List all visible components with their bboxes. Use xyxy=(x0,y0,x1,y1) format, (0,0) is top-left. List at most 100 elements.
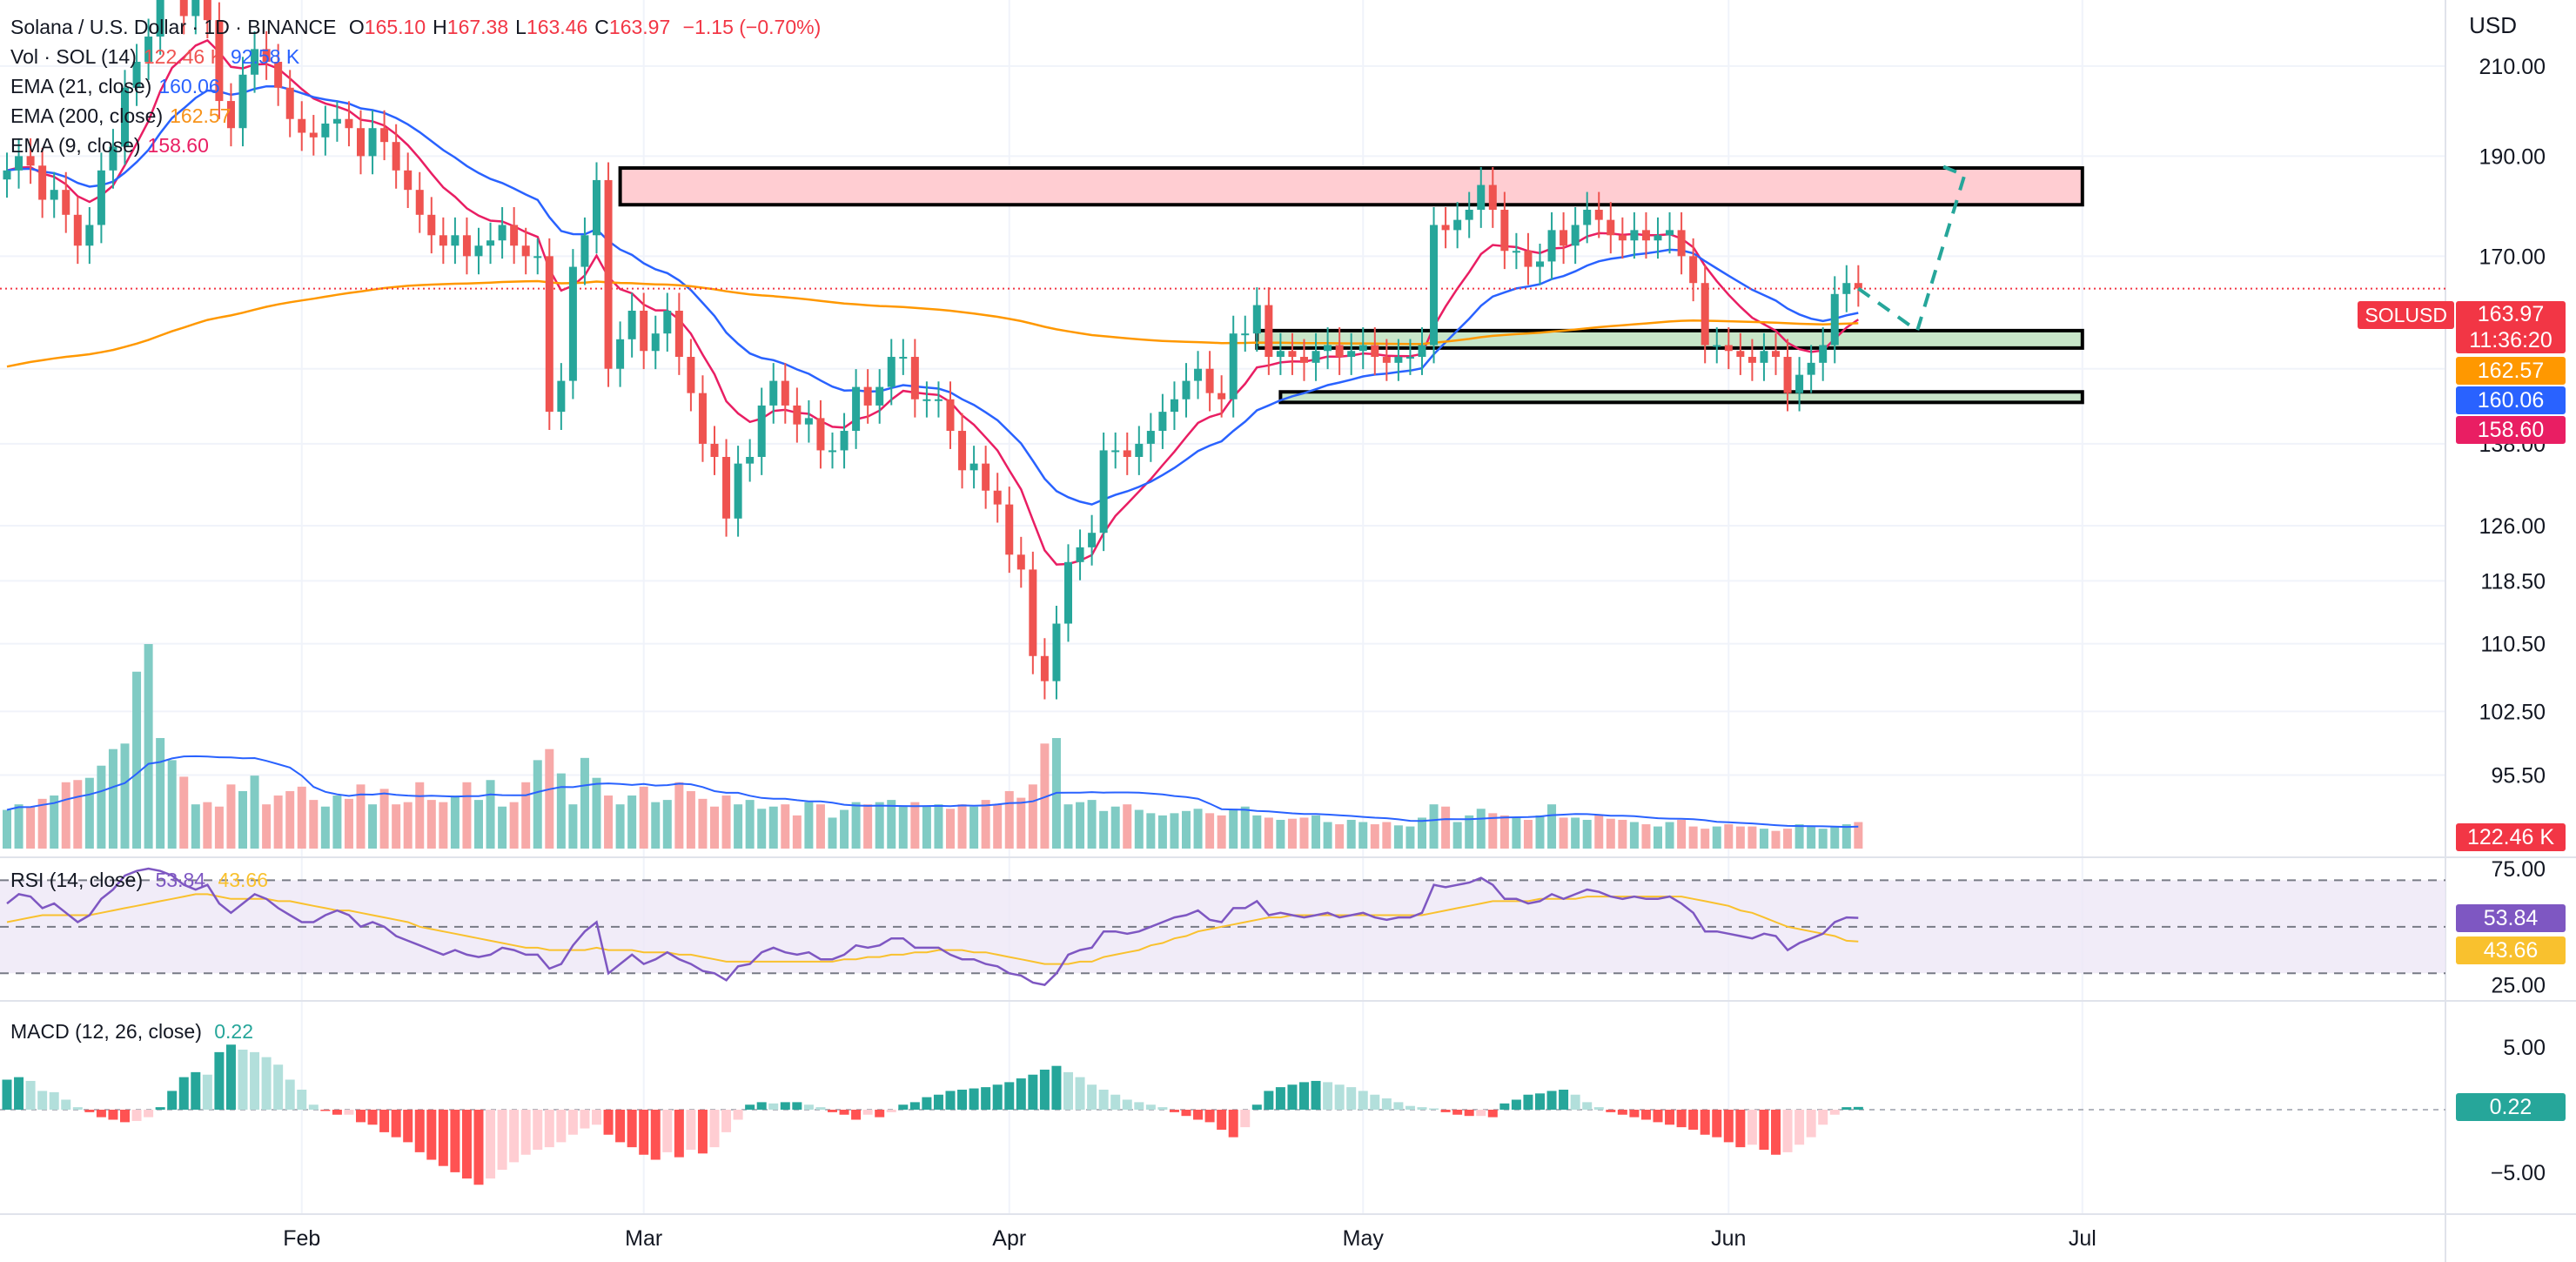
volume-bar xyxy=(662,800,672,849)
indicator-row: Vol · SOL (14) 122.46 K 92.58 K xyxy=(10,42,299,71)
candle-body xyxy=(1146,431,1155,444)
candle-body xyxy=(1347,351,1356,358)
candle-body xyxy=(404,170,413,191)
macd-hist-bar xyxy=(1606,1110,1616,1112)
macd-hist-bar xyxy=(1370,1094,1380,1110)
volume-bar xyxy=(1759,829,1768,849)
volume-bar xyxy=(1499,815,1509,849)
candle-body xyxy=(852,386,861,432)
candle-body xyxy=(1583,210,1592,225)
macd-hist-bar xyxy=(1559,1090,1569,1110)
candle-body xyxy=(887,357,896,387)
macd-hist-bar xyxy=(1452,1110,1463,1115)
ohlc-label: H xyxy=(433,16,447,38)
volume-bar xyxy=(285,790,295,849)
candle-body xyxy=(380,128,389,143)
volume-bar xyxy=(792,815,802,849)
macd-hist-bar xyxy=(1617,1110,1627,1115)
macd-hist-bar xyxy=(1535,1093,1545,1110)
indicator-row: EMA (9, close) 158.60 xyxy=(10,131,209,160)
macd-hist-bar xyxy=(1039,1070,1050,1110)
macd-value: 0.22 xyxy=(214,1020,254,1043)
volume-bar xyxy=(50,795,59,849)
currency-label[interactable]: USD xyxy=(2469,12,2517,38)
volume-bar xyxy=(1252,815,1262,849)
candle-body xyxy=(627,311,636,339)
candle-body xyxy=(969,463,978,471)
macd-hist-bar xyxy=(1487,1110,1498,1118)
candle-body xyxy=(640,311,648,352)
time-axis: Feb Mar Apr May Jun Jul xyxy=(283,1226,2096,1251)
candle-body xyxy=(1607,219,1615,236)
volume-bar xyxy=(1523,819,1533,849)
candle-body xyxy=(427,214,436,236)
candle-body xyxy=(1594,210,1603,220)
macd-hist-bar xyxy=(1429,1108,1439,1110)
volume-bar xyxy=(1405,826,1415,849)
rsi-ma-line xyxy=(6,893,1859,965)
macd-hist-bar xyxy=(1275,1087,1285,1110)
macd-hist-bar xyxy=(1181,1110,1191,1117)
candle-body xyxy=(1524,251,1533,267)
macd-hist-bar xyxy=(1204,1110,1215,1123)
candle-body xyxy=(1205,368,1214,393)
candle-body xyxy=(451,235,460,246)
rsi-legend: RSI (14, close) 53.84 43.66 xyxy=(10,865,268,895)
macd-hist-bar xyxy=(686,1110,696,1150)
macd-hist-bar xyxy=(1747,1110,1757,1145)
candle-body xyxy=(26,156,35,166)
volume-bar xyxy=(545,748,554,849)
macd-hist-bar xyxy=(178,1077,189,1110)
volume-bar xyxy=(1724,824,1734,849)
volume-bar xyxy=(1854,822,1863,849)
volume-bar xyxy=(1830,826,1840,849)
volume-bar xyxy=(1488,813,1498,849)
macd-hist-bar xyxy=(1523,1094,1533,1110)
volume-bar xyxy=(1512,817,1521,849)
macd-hist-bar xyxy=(1051,1065,1062,1110)
volume-bar xyxy=(26,806,36,849)
candle-body xyxy=(3,170,11,180)
volume-bar xyxy=(1654,826,1662,849)
candle-body xyxy=(1252,305,1261,334)
candle-body xyxy=(687,357,695,393)
volume-bar xyxy=(568,804,578,849)
macd-hist-bar xyxy=(674,1110,684,1158)
volume-bar xyxy=(580,757,589,849)
volume-bar xyxy=(1276,819,1285,849)
volume-ma-line xyxy=(6,755,1859,829)
price-tick-label: 170.00 xyxy=(2479,245,2546,269)
ema200-line xyxy=(6,279,1859,368)
volume-bar xyxy=(1335,824,1345,849)
macd-hist-bar xyxy=(1240,1110,1251,1128)
price-change: −1.15 (−0.70%) xyxy=(682,16,822,38)
macd-hist-bar xyxy=(862,1110,873,1115)
candle-body xyxy=(191,0,200,17)
volume-bar xyxy=(851,802,861,849)
candle-body xyxy=(1830,293,1839,346)
macd-hist-bar xyxy=(2,1079,12,1110)
macd-tick-label: −5.00 xyxy=(2491,1161,2546,1185)
macd-hist-bar xyxy=(1546,1091,1557,1110)
volume-bar xyxy=(1688,826,1698,849)
candle-body xyxy=(1182,380,1191,399)
price-tick-label: 210.00 xyxy=(2479,55,2546,79)
projection-path xyxy=(1857,164,1967,334)
volume-bar xyxy=(969,806,979,849)
volume-bar xyxy=(474,800,483,849)
ema21-tag: 160.06 xyxy=(2456,386,2566,414)
macd-hist-bar xyxy=(1087,1084,1097,1110)
volume-bar xyxy=(1134,809,1144,849)
macd-hist-bar xyxy=(37,1091,48,1110)
candle-body xyxy=(1560,230,1568,246)
candle-body xyxy=(557,380,566,413)
candle-body xyxy=(1630,230,1639,241)
volume-bar xyxy=(615,804,625,849)
macd-hist-bar xyxy=(1723,1110,1734,1143)
indicator-name: EMA (21, close) xyxy=(10,75,152,97)
candle-body xyxy=(1795,374,1804,393)
macd-hist-bar xyxy=(1110,1094,1121,1110)
macd-hist-bar xyxy=(898,1104,909,1110)
indicator-row: EMA (200, close) 162.57 xyxy=(10,101,231,131)
